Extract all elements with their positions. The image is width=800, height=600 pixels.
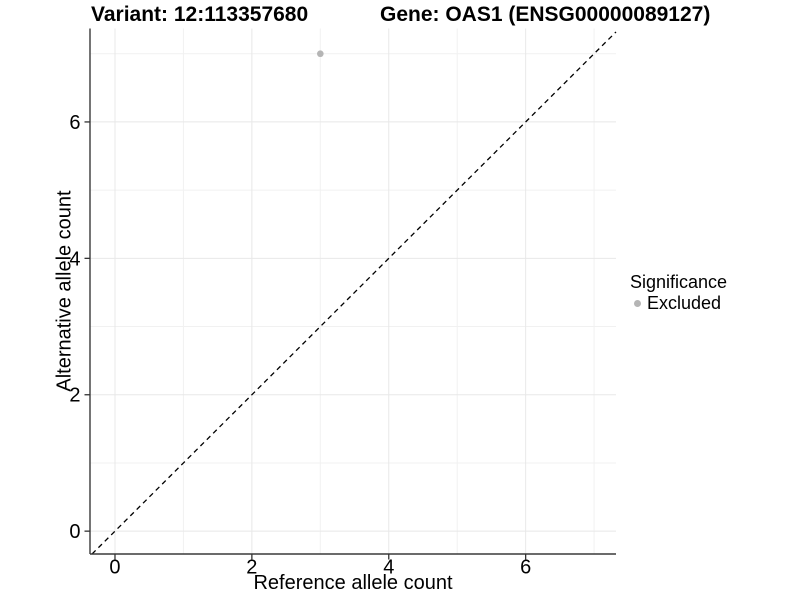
- variant-title: Variant: 12:113357680: [91, 3, 309, 26]
- legend-entry-excluded: Excluded: [630, 293, 727, 313]
- y-tick-label: 0: [69, 521, 80, 543]
- x-axis-title: Reference allele count: [253, 572, 453, 594]
- x-tick-label: 6: [520, 557, 531, 579]
- y-tick-label: 6: [69, 112, 80, 134]
- y-tick-label: 4: [69, 248, 80, 270]
- identity-reference-line: [91, 31, 617, 555]
- y-tick-label: 2: [69, 385, 80, 407]
- legend: Significance Excluded: [630, 271, 727, 313]
- legend-entry-label: Excluded: [647, 293, 722, 313]
- gene-title: Gene: OAS1 (ENSG00000089127): [380, 3, 711, 26]
- legend-title: Significance: [630, 272, 728, 292]
- x-tick-label: 4: [383, 557, 394, 579]
- y-axis-title: Alternative allele count: [53, 190, 76, 392]
- data-point-excluded: [317, 50, 324, 58]
- x-tick-label: 0: [109, 557, 120, 579]
- excluded-marker-icon: [634, 299, 641, 307]
- x-tick-label: 2: [246, 557, 257, 579]
